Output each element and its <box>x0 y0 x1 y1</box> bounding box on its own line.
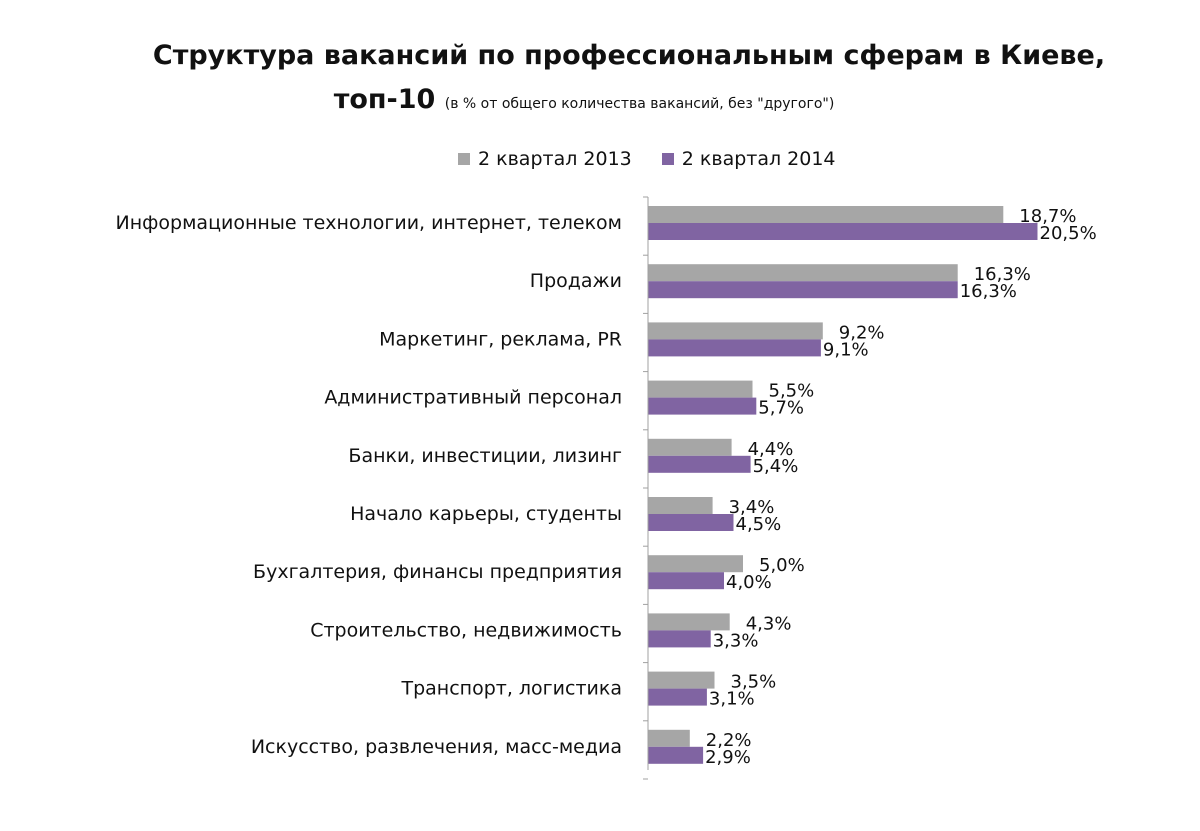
data-label-2013: 4,3% <box>746 613 792 634</box>
data-label-2014: 5,7% <box>758 398 804 419</box>
data-label-2013: 2,2% <box>706 730 752 751</box>
data-label-2013: 16,3% <box>974 264 1031 285</box>
bar-2014 <box>648 281 958 299</box>
data-label-2014: 16,3% <box>960 281 1017 302</box>
data-label-2013: 18,7% <box>1019 206 1076 227</box>
bar-2013 <box>648 264 958 282</box>
data-label-2014: 4,0% <box>726 572 772 593</box>
data-label-2013: 4,4% <box>748 439 794 460</box>
bar-2013 <box>648 613 730 631</box>
category-label: Начало карьеры, студенты <box>350 503 622 525</box>
bar-2013 <box>648 380 753 398</box>
data-label-2014: 9,1% <box>823 339 869 360</box>
chart-title: Структура вакансий по профессиональным с… <box>152 40 1106 71</box>
bar-2014 <box>648 223 1038 240</box>
category-label: Бухгалтерия, финансы предприятия <box>253 561 622 583</box>
bar-2013 <box>648 497 713 514</box>
chart-title-line2: топ-10 (в % от общего количества ваканси… <box>0 84 1200 115</box>
bar-2014 <box>648 397 757 415</box>
legend-swatch-2013 <box>458 153 470 165</box>
bar-2013 <box>648 555 743 573</box>
category-label: Информационные технологии, интернет, тел… <box>116 212 622 234</box>
category-label: Банки, инвестиции, лизинг <box>348 445 622 467</box>
bar-2013 <box>648 322 823 340</box>
legend-item-2014: 2 квартал 2014 <box>661 148 836 170</box>
category-label: Транспорт, логистика <box>400 678 622 700</box>
data-label-2013: 3,4% <box>729 497 775 518</box>
data-label-2014: 3,3% <box>713 630 759 651</box>
data-label-2013: 5,0% <box>759 555 805 576</box>
data-label-2013: 5,5% <box>769 381 815 402</box>
legend-item-2013: 2 квартал 2013 <box>458 148 632 170</box>
data-label-2014: 3,1% <box>709 689 755 710</box>
category-label: Административный персонал <box>324 387 622 409</box>
bar-2013 <box>648 729 690 747</box>
legend-label-2013: 2 квартал 2013 <box>478 148 632 170</box>
bar-2013 <box>648 206 1004 223</box>
bar-2014 <box>648 455 751 473</box>
bar-2014 <box>648 572 724 590</box>
legend-label-2014: 2 квартал 2014 <box>681 148 836 170</box>
bar-2014 <box>648 514 734 531</box>
data-label-2014: 2,9% <box>705 747 751 768</box>
data-label-2014: 5,4% <box>753 456 799 477</box>
chart-title-top10: топ-10 <box>333 84 436 115</box>
data-label-2014: 20,5% <box>1040 223 1097 244</box>
category-label: Продажи <box>530 270 622 292</box>
data-label-2013: 3,5% <box>731 672 777 693</box>
bar-2013 <box>648 671 715 689</box>
data-label-2014: 4,5% <box>736 514 782 535</box>
bar-2014 <box>648 688 707 706</box>
bar-2014 <box>648 630 711 648</box>
category-label: Маркетинг, реклама, PR <box>379 328 622 350</box>
bar-2014 <box>648 339 821 357</box>
legend: 2 квартал 2013 2 квартал 2014 <box>458 148 866 170</box>
legend-swatch-2014 <box>661 153 674 165</box>
category-label: Искусство, развлечения, масс-медиа <box>251 736 622 758</box>
data-label-2013: 9,2% <box>839 322 885 343</box>
chart-subtitle: (в % от общего количества вакансий, без … <box>444 96 835 112</box>
category-label: Строительство, недвижимость <box>310 619 622 641</box>
bar-2013 <box>648 438 732 456</box>
bar-2014 <box>648 746 704 764</box>
